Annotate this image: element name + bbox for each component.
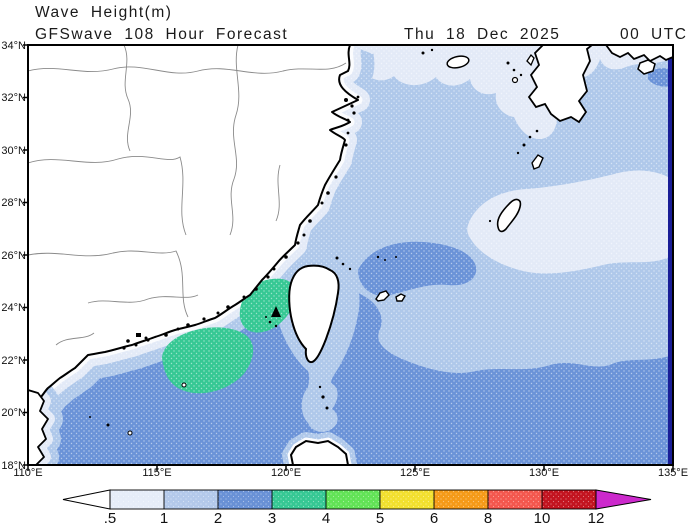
colorbar-tick-label: 10 [534,510,551,525]
lat-label: 28°N [1,197,26,209]
colorbar-bands [62,489,652,510]
valid-time-label: Thu 18 Dec 2025 [404,26,561,43]
colorbar-tick-label: 8 [484,510,492,525]
forecast-map [23,44,674,471]
tsushima-island [526,53,535,67]
colorbar-tick-label: 12 [588,510,605,525]
colorbar-labels: .5 1 2 3 4 5 6 8 10 12 [104,510,605,525]
colorbar-tick-label: 4 [322,510,330,525]
colorbar-arrow-high [595,489,652,510]
sea-shading [28,45,673,465]
colorbar-tick-label: 1 [160,510,168,525]
lat-label: 34°N [1,39,26,52]
miyako-island [395,293,406,302]
colorbar-tick-label: 6 [430,510,438,525]
taiwan-island [288,264,340,364]
kyushu-island [527,45,594,124]
lon-label: 110°E [13,467,43,479]
danjo-islet [511,76,519,84]
colorbar-tick-label: 5 [376,510,384,525]
model-run-label: GFSwave 108 Hour Forecast [35,26,289,43]
lat-label: 24°N [1,302,26,314]
product-title: Wave Height(m) [35,4,173,21]
penghu-islands [271,306,281,317]
map-edge-stripe [668,45,673,465]
lat-label: 26°N [1,249,26,262]
colorbar-band [542,490,596,509]
colorbar-band [272,490,326,509]
lat-label: 22°N [1,354,26,367]
colorbar-band [488,490,542,509]
coastal-islets [89,48,539,427]
cycle-time-label: 00 UTC [620,26,688,43]
colorbar-arrow-low [62,489,111,510]
islet-ring [127,430,133,436]
ishigaki-island [375,290,390,302]
lon-label: 130°E [528,467,560,479]
pratas-atoll [181,382,187,388]
colorbar-band [218,490,272,509]
lat-label: 30°N [1,144,26,157]
colorbar-band [110,490,164,509]
lat-label: 20°N [1,407,26,419]
lat-label: 18°N [1,459,26,472]
lon-label: 125°E [399,467,431,479]
lon-label: 115°E [142,467,172,479]
shikoku-island [637,59,656,75]
jeju-island [446,55,470,69]
okinawa-island [496,198,522,233]
amami-island [531,154,544,170]
lon-label: 135°E [657,467,689,479]
lon-label: 120°E [270,467,302,479]
honshu-coast [604,45,673,63]
colorbar-band [380,490,434,509]
colorbar-band [326,490,380,509]
colorbar-band [434,490,488,509]
lat-label: 32°N [1,92,26,104]
colorbar-tick-label: 2 [214,510,222,525]
colorbar: .5 1 2 3 4 5 6 8 10 12 [62,489,652,525]
province-borders [28,45,347,346]
china-landmass [28,45,359,406]
colorbar-outline [109,489,597,510]
axis-ticks [23,44,674,471]
luzon-island [289,439,350,465]
colorbar-band [164,490,218,509]
colorbar-tick-label: 3 [268,510,276,525]
colorbar-tick-label: .5 [104,510,117,525]
